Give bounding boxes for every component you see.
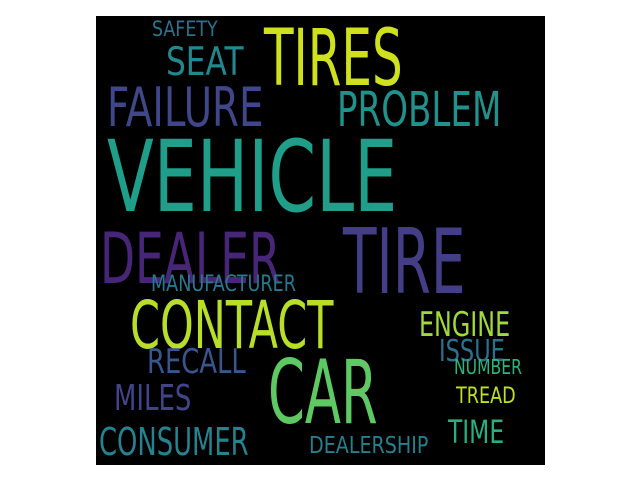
word-recall: RECALL bbox=[147, 342, 246, 382]
word-dealership: DEALERSHIP bbox=[309, 433, 429, 459]
word-number: NUMBER bbox=[454, 355, 522, 379]
word-issue: ISSUE bbox=[439, 334, 505, 369]
word-tread: TREAD bbox=[456, 384, 516, 409]
word-seat: SEAT bbox=[166, 40, 244, 85]
word-tires: TIRES bbox=[264, 16, 403, 104]
word-vehicle: VEHICLE bbox=[107, 120, 398, 235]
word-cloud-canvas: TIRES SAFETY SEAT FAILURE PROBLEM VEHICL… bbox=[96, 16, 545, 465]
word-problem: PROBLEM bbox=[337, 82, 502, 138]
word-manufacturer: MANUFACTURER bbox=[151, 272, 297, 297]
word-failure: FAILURE bbox=[107, 76, 264, 139]
word-time: TIME bbox=[448, 413, 505, 451]
word-contact: CONTACT bbox=[130, 287, 334, 364]
word-car: CAR bbox=[268, 341, 378, 444]
word-engine: ENGINE bbox=[419, 305, 511, 345]
word-miles: MILES bbox=[114, 378, 192, 419]
word-tire: TIRE bbox=[343, 210, 466, 315]
word-dealer: DEALER bbox=[100, 218, 281, 300]
word-safety: SAFETY bbox=[152, 17, 218, 41]
word-consumer: CONSUMER bbox=[99, 420, 249, 464]
